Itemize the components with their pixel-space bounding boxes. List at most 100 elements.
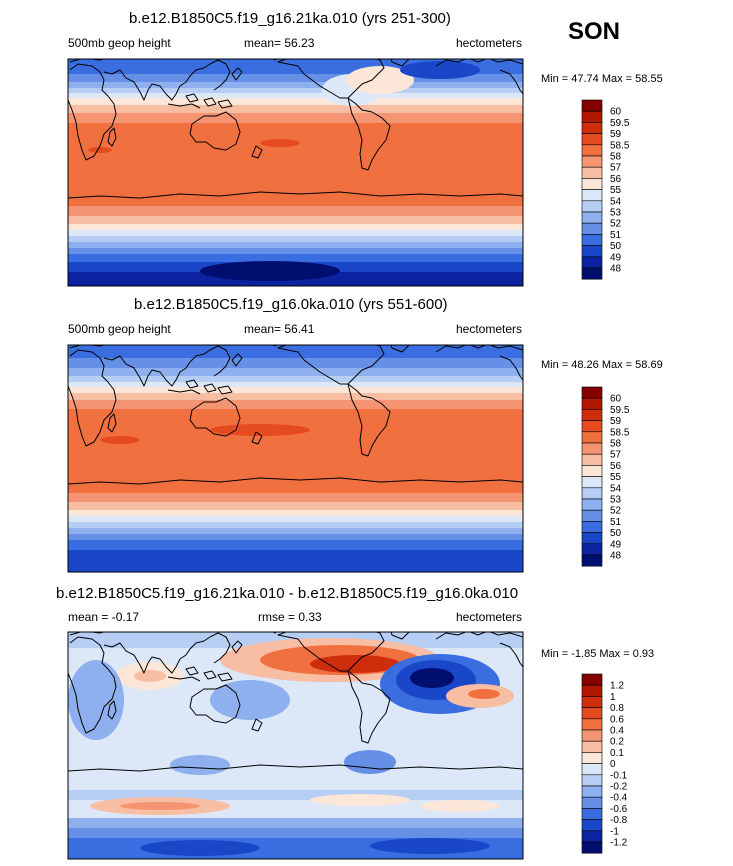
panel-3-colorbar-swatch (581, 707, 603, 720)
panel-1-colorbar-swatch (581, 200, 603, 213)
panel-1-colorbar-swatch (581, 267, 603, 280)
panel-1-colorbar-label: 50 (610, 241, 622, 252)
panel-1-colorbar-label: 48 (610, 264, 622, 275)
panel-2-colorbar-swatch (581, 420, 603, 433)
panel-1-colorbar-swatch (581, 234, 603, 246)
panel-1-colorbar-label: 59.5 (610, 118, 630, 129)
panel-2-colorbar-label: 56 (610, 461, 622, 472)
panel-2-colorbar-swatch (581, 532, 603, 545)
panel-2-colorbar-swatch (581, 397, 603, 410)
panel-2-colorbar-swatch (581, 498, 603, 511)
panel-3-colorbar-swatch (581, 796, 603, 809)
panel-3-colorbar-swatch (581, 830, 603, 843)
panel-3-colorbar-swatch (581, 718, 603, 731)
panel-3-colorbar-swatch (581, 785, 603, 798)
panel-1-variable-label: 500mb geop height (68, 36, 171, 50)
panel-2-colorbar-swatch (581, 521, 603, 533)
panel-2-colorbar-label: 48 (610, 551, 622, 562)
panel-1-colorbar-label: 54 (610, 196, 622, 207)
panel-2-colorbar-swatch (581, 554, 603, 567)
panel-1-colorbar-swatch (581, 178, 603, 190)
panel-3-colorbar-swatch (581, 819, 603, 832)
panel-3-colorbar-swatch (581, 808, 603, 820)
panel-2-colorbar-label: 50 (610, 528, 622, 539)
panel-2-map (68, 345, 523, 572)
panel-1-colorbar-label: 57 (610, 163, 622, 174)
panel-3-colorbar-label: 0.8 (610, 703, 624, 714)
panel-3-colorbar-label: 0.6 (610, 714, 624, 725)
panel-3-min-max: Min = -1.85 Max = 0.93 (541, 648, 655, 660)
panel-3-colorbar-label: 0.1 (610, 748, 624, 759)
panel-1-colorbar-swatch (581, 110, 603, 123)
panel-1-colorbar-label: 58.5 (610, 140, 630, 151)
panel-1-colorbar-label: 52 (610, 219, 622, 230)
panel-1-colorbar-label: 51 (610, 230, 622, 241)
panel-1-colorbar-swatch (581, 256, 603, 269)
panel-3-rmse-label: rmse = 0.33 (258, 610, 322, 624)
panel-2-colorbar-swatch (581, 453, 603, 466)
panel-2-colorbar-swatch (581, 431, 603, 444)
panel-3-colorbar-label: 0 (610, 759, 616, 770)
panel-3-colorbar-swatch (581, 729, 603, 742)
panel-1-colorbar-label: 60 (610, 107, 622, 118)
panel-1-colorbar-swatch (581, 155, 603, 168)
panel-2-colorbar-label: 54 (610, 483, 622, 494)
panel-2-variable-label: 500mb geop height (68, 322, 171, 336)
panel-3-mean-label: mean = -0.17 (68, 610, 140, 624)
panel-3-colorbar-swatch (581, 740, 603, 753)
panel-2-colorbar-swatch (581, 465, 603, 477)
panel-3-colorbar-label: -0.2 (610, 782, 628, 793)
panel-2-units-label: hectometers (456, 322, 523, 336)
panel-1-colorbar-label: 49 (610, 252, 622, 263)
panel-1-mean-label: mean= 56.23 (244, 36, 315, 50)
panel-1-colorbar-swatch (581, 222, 603, 235)
panel-1-colorbar-swatch (581, 122, 603, 134)
panel-2-title: b.e12.B1850C5.f19_g16.0ka.010 (yrs 551-6… (134, 296, 448, 313)
panel-1-colorbar-label: 56 (610, 174, 622, 185)
panel-1-colorbar-swatch (581, 144, 603, 157)
panel-2-colorbar-swatch (581, 386, 603, 399)
panel-1-colorbar-label: 53 (610, 208, 622, 219)
panel-1-min-max: Min = 47.74 Max = 58.55 (541, 73, 663, 85)
panel-3-colorbar-label: 0.4 (610, 726, 624, 737)
panel-2-colorbar-label: 53 (610, 495, 622, 506)
panel-3-colorbar-swatch (581, 841, 603, 854)
panel-1-units-label: hectometers (456, 36, 523, 50)
panel-2-colorbar-swatch (581, 543, 603, 556)
panel-2-colorbar-label: 60 (610, 394, 622, 405)
panel-2-colorbar-swatch (581, 509, 603, 522)
panel-2-min-max: Min = 48.26 Max = 58.69 (541, 359, 663, 371)
panel-1-map (68, 59, 523, 286)
panel-2-colorbar-label: 57 (610, 450, 622, 461)
panel-2-colorbar-label: 58.5 (610, 427, 630, 438)
panel-3-colorbar-label: -0.6 (610, 804, 628, 815)
panel-3-colorbar-label: 0.2 (610, 737, 624, 748)
panel-1-title: b.e12.B1850C5.f19_g16.21ka.010 (yrs 251-… (129, 10, 451, 27)
panel-2-colorbar-label: 55 (610, 472, 622, 483)
panel-3-colorbar-label: -0.4 (610, 793, 628, 804)
panel-3-colorbar-label: -0.8 (610, 815, 628, 826)
panel-2-colorbar-label: 59.5 (610, 405, 630, 416)
panel-3-colorbar-label: 1.2 (610, 681, 624, 692)
panel-2-colorbar-swatch (581, 476, 603, 489)
panel-3-colorbar-swatch (581, 763, 603, 776)
panel-3-colorbar-swatch (581, 752, 603, 764)
panel-3-colorbar-swatch (581, 774, 603, 787)
panel-3-colorbar-label: 1 (610, 692, 616, 703)
season-label: SON (568, 18, 621, 45)
panel-2-colorbar-label: 59 (610, 416, 622, 427)
panel-2-colorbar-label: 58 (610, 439, 622, 450)
panel-2-colorbar-label: 49 (610, 539, 622, 550)
panel-3-colorbar-swatch (581, 696, 603, 708)
panel-3-colorbar-swatch (581, 673, 603, 686)
panel-1-colorbar-label: 59 (610, 129, 622, 140)
panel-1-colorbar-swatch (581, 166, 603, 179)
panel-2-colorbar-swatch (581, 409, 603, 421)
panel-2-colorbar-label: 52 (610, 506, 622, 517)
panel-1-colorbar-label: 58 (610, 152, 622, 163)
panel-2-mean-label: mean= 56.41 (244, 322, 315, 336)
panel-2-colorbar-swatch (581, 487, 603, 500)
panel-1-colorbar-swatch (581, 189, 603, 202)
panel-1-colorbar-swatch (581, 245, 603, 258)
